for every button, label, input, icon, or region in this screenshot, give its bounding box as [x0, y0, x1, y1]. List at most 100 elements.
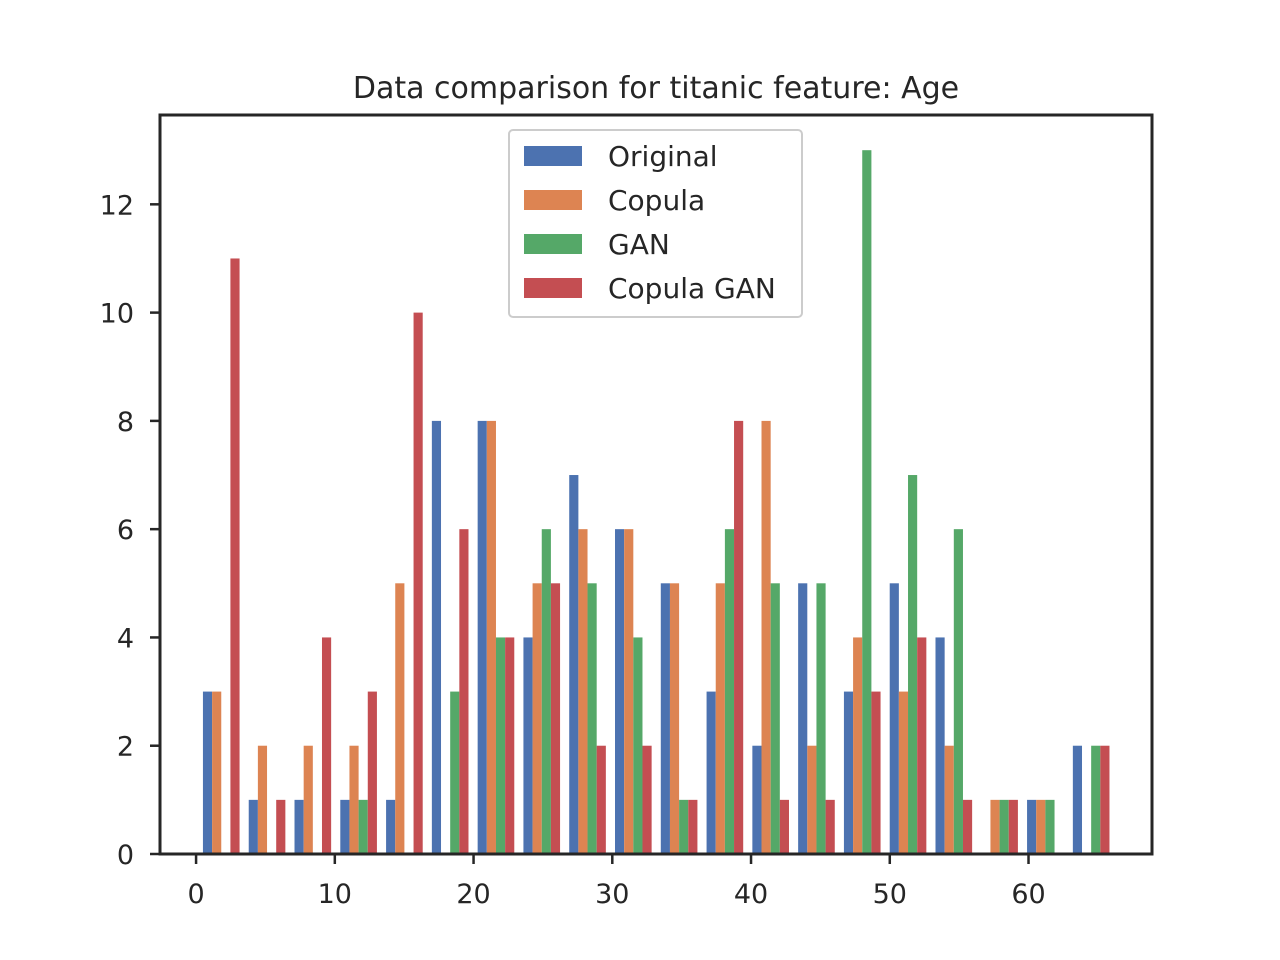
- y-axis: 0 2 4 6 8 10 12: [100, 190, 160, 871]
- bar-copula-10: [669, 583, 680, 854]
- legend-label-gan: GAN: [608, 228, 670, 261]
- bar-gan-10: [679, 799, 689, 854]
- chart-title: Data comparison for titanic feature: Age: [353, 71, 959, 106]
- bar-copula-0: [212, 691, 222, 854]
- bar-copula-11: [715, 583, 725, 854]
- plot-frame: [158, 113, 1154, 856]
- bar-original-12: [752, 745, 762, 854]
- bar-copula-6: [486, 420, 496, 854]
- y-tick-label: 4: [117, 623, 134, 654]
- bar-original-0: [202, 691, 213, 854]
- x-tick-label: 50: [873, 879, 907, 910]
- bar-gan-5: [450, 691, 460, 854]
- bar-original-16: [935, 637, 945, 854]
- legend-swatch-copula-gan: [524, 278, 582, 298]
- bar-copula-gan-17: [1008, 799, 1018, 854]
- bar-original-9: [615, 529, 625, 854]
- bar-original-2: [294, 799, 304, 854]
- bar-copula-18: [1036, 799, 1046, 854]
- bar-gan-18: [1045, 799, 1055, 854]
- bar-copula-gan-12: [779, 799, 789, 854]
- bar-gan-19: [1091, 745, 1101, 854]
- legend-swatch-gan: [524, 234, 582, 254]
- bar-copula-4: [395, 583, 405, 854]
- bar-copula-gan-4: [413, 312, 423, 854]
- legend-swatch-original: [524, 146, 582, 166]
- bar-original-11: [706, 691, 716, 854]
- bar-original-13: [798, 583, 808, 854]
- bar-copula-gan-16: [962, 799, 973, 854]
- x-tick-label: 30: [595, 879, 629, 910]
- bar-copula-17: [990, 799, 1000, 854]
- bar-copula-gan-1: [276, 799, 286, 854]
- bar-gan-3: [358, 799, 368, 854]
- bar-gan-16: [953, 529, 963, 854]
- x-tick-label: 10: [318, 879, 352, 910]
- bar-gan-11: [724, 529, 735, 854]
- x-tick-label: 20: [456, 879, 490, 910]
- x-tick-label: 0: [187, 879, 204, 910]
- y-tick-label: 0: [117, 840, 134, 871]
- bar-copula-14: [853, 637, 863, 854]
- legend-box: [508, 129, 803, 318]
- bars-group: [202, 150, 1110, 855]
- bar-copula-gan-19: [1100, 745, 1110, 854]
- bar-original-8: [569, 475, 579, 854]
- bar-copula-3: [349, 745, 359, 854]
- y-tick-label: 6: [117, 515, 134, 546]
- bar-gan-14: [862, 150, 872, 854]
- bar-copula-1: [257, 745, 268, 854]
- legend-swatch-copula: [524, 190, 582, 210]
- bar-original-5: [431, 420, 442, 854]
- legend-label-original: Original: [608, 140, 718, 173]
- x-tick-label: 40: [734, 879, 768, 910]
- bar-copula-gan-13: [825, 799, 835, 854]
- bar-gan-7: [541, 529, 551, 854]
- bar-copula-gan-5: [459, 529, 469, 854]
- bar-gan-15: [908, 475, 918, 854]
- bar-original-10: [660, 583, 670, 854]
- bar-gan-12: [770, 583, 780, 854]
- bar-original-4: [386, 799, 396, 854]
- y-tick-label: 8: [117, 407, 134, 438]
- bar-original-1: [248, 799, 258, 854]
- bar-copula-gan-7: [550, 583, 561, 854]
- bar-copula-gan-11: [734, 420, 744, 854]
- bar-original-3: [340, 799, 350, 854]
- y-tick-label: 10: [100, 299, 134, 330]
- bar-gan-8: [587, 583, 597, 854]
- bar-copula-16: [944, 745, 954, 854]
- bar-copula-gan-3: [367, 691, 377, 854]
- bar-copula-15: [898, 691, 909, 854]
- bar-copula-gan-15: [917, 637, 927, 854]
- legend-label-copula: Copula: [608, 184, 705, 217]
- bar-copula-13: [807, 745, 817, 854]
- bar-original-14: [843, 691, 854, 854]
- bar-original-15: [889, 583, 899, 854]
- bar-copula-gan-0: [230, 258, 240, 855]
- y-tick-label: 2: [117, 732, 134, 763]
- bar-copula-7: [532, 583, 542, 854]
- bar-gan-13: [816, 583, 826, 854]
- bar-copula-gan-14: [871, 691, 881, 854]
- legend: Original Copula GAN Copula GAN: [508, 129, 803, 318]
- bar-copula-gan-8: [596, 745, 606, 854]
- x-tick-label: 60: [1011, 879, 1045, 910]
- bar-gan-6: [495, 637, 506, 854]
- bar-original-6: [477, 420, 487, 854]
- bar-original-19: [1072, 745, 1083, 854]
- bar-copula-gan-6: [505, 637, 515, 854]
- bar-original-18: [1027, 799, 1037, 854]
- legend-label-copula-gan: Copula GAN: [608, 272, 776, 305]
- bar-copula-2: [303, 745, 313, 854]
- x-axis: 0 10 20 30 40 50 60: [187, 854, 1046, 910]
- y-tick-label: 12: [100, 190, 134, 221]
- bar-copula-12: [761, 420, 771, 854]
- bar-copula-gan-10: [688, 799, 698, 854]
- bar-copula-9: [624, 529, 634, 854]
- bar-copula-8: [578, 529, 588, 854]
- bar-gan-17: [999, 799, 1009, 854]
- bar-copula-gan-9: [642, 745, 652, 854]
- bar-copula-gan-2: [321, 637, 332, 854]
